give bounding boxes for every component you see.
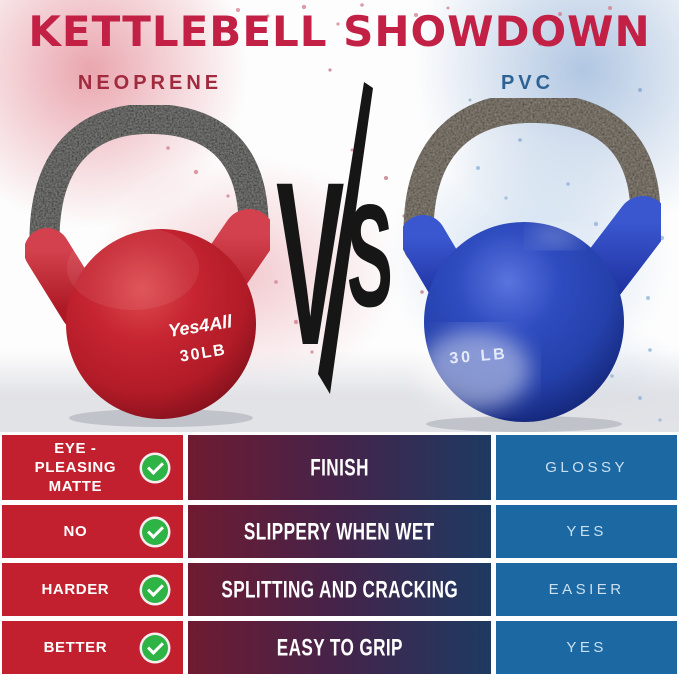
comparison-table: EYE - PLEASING MATTE FINISH GLOSSY NO SL…	[0, 432, 679, 679]
neoprene-value: HARDER	[41, 581, 110, 598]
gloss-highlight	[420, 330, 530, 410]
gloss-highlight	[529, 224, 581, 248]
pvc-label: PVC	[500, 72, 555, 94]
neoprene-cell-splitting: HARDER	[2, 563, 183, 616]
neoprene-label: NEOPRENE	[77, 72, 223, 94]
check-icon	[141, 634, 168, 661]
vs-letter-s: S	[347, 175, 393, 338]
pvc-value: EASIER	[548, 581, 625, 598]
cast-iron-handle	[403, 98, 661, 263]
feature-cell-splitting: SPLITTING AND CRACKING	[187, 563, 492, 616]
check-icon	[141, 576, 168, 603]
pvc-value: YES	[566, 523, 607, 540]
vs-letter-v: V	[276, 134, 344, 394]
weight-label: 30 LB	[449, 345, 509, 367]
pvc-cell-splitting: EASIER	[496, 563, 677, 616]
cast-iron-handle	[29, 105, 269, 272]
pvc-value: YES	[566, 639, 607, 656]
neoprene-value: BETTER	[43, 639, 108, 656]
neoprene-cell-finish: EYE - PLEASING MATTE	[2, 435, 183, 500]
feature-cell-slippery: SLIPPERY WHEN WET	[187, 505, 492, 558]
neoprene-value: NO	[63, 523, 88, 540]
vs-slash	[318, 82, 373, 394]
neoprene-cell-slippery: NO	[2, 505, 183, 558]
feature-label: EASY TO GRIP	[276, 633, 403, 661]
pvc-cell-finish: GLOSSY	[496, 435, 677, 500]
check-icon	[141, 454, 168, 481]
feature-label: SLIPPERY WHEN WET	[244, 517, 435, 545]
check-icon	[141, 518, 168, 545]
pvc-kettlebell-image: 30 LB	[403, 98, 661, 432]
pvc-cell-slippery: YES	[496, 505, 677, 558]
kettlebell-body	[66, 229, 256, 419]
pvc-cell-grip: YES	[496, 621, 677, 674]
feature-label: SPLITTING AND CRACKING	[221, 575, 458, 603]
feature-label: FINISH	[310, 453, 369, 481]
page-title: KETTLEBELL SHOWDOWN	[28, 7, 651, 56]
matte-highlight	[67, 226, 199, 310]
neoprene-kettlebell-image: Yes4All 30LB	[25, 105, 270, 427]
feature-cell-finish: FINISH	[187, 435, 492, 500]
feature-cell-grip: EASY TO GRIP	[187, 621, 492, 674]
vs-graphic: V S	[276, 82, 393, 394]
kettlebell-shadow	[426, 416, 622, 432]
neoprene-value: EYE - PLEASING MATTE	[34, 440, 117, 495]
neoprene-cell-grip: BETTER	[2, 621, 183, 674]
pvc-value: GLOSSY	[545, 459, 628, 476]
